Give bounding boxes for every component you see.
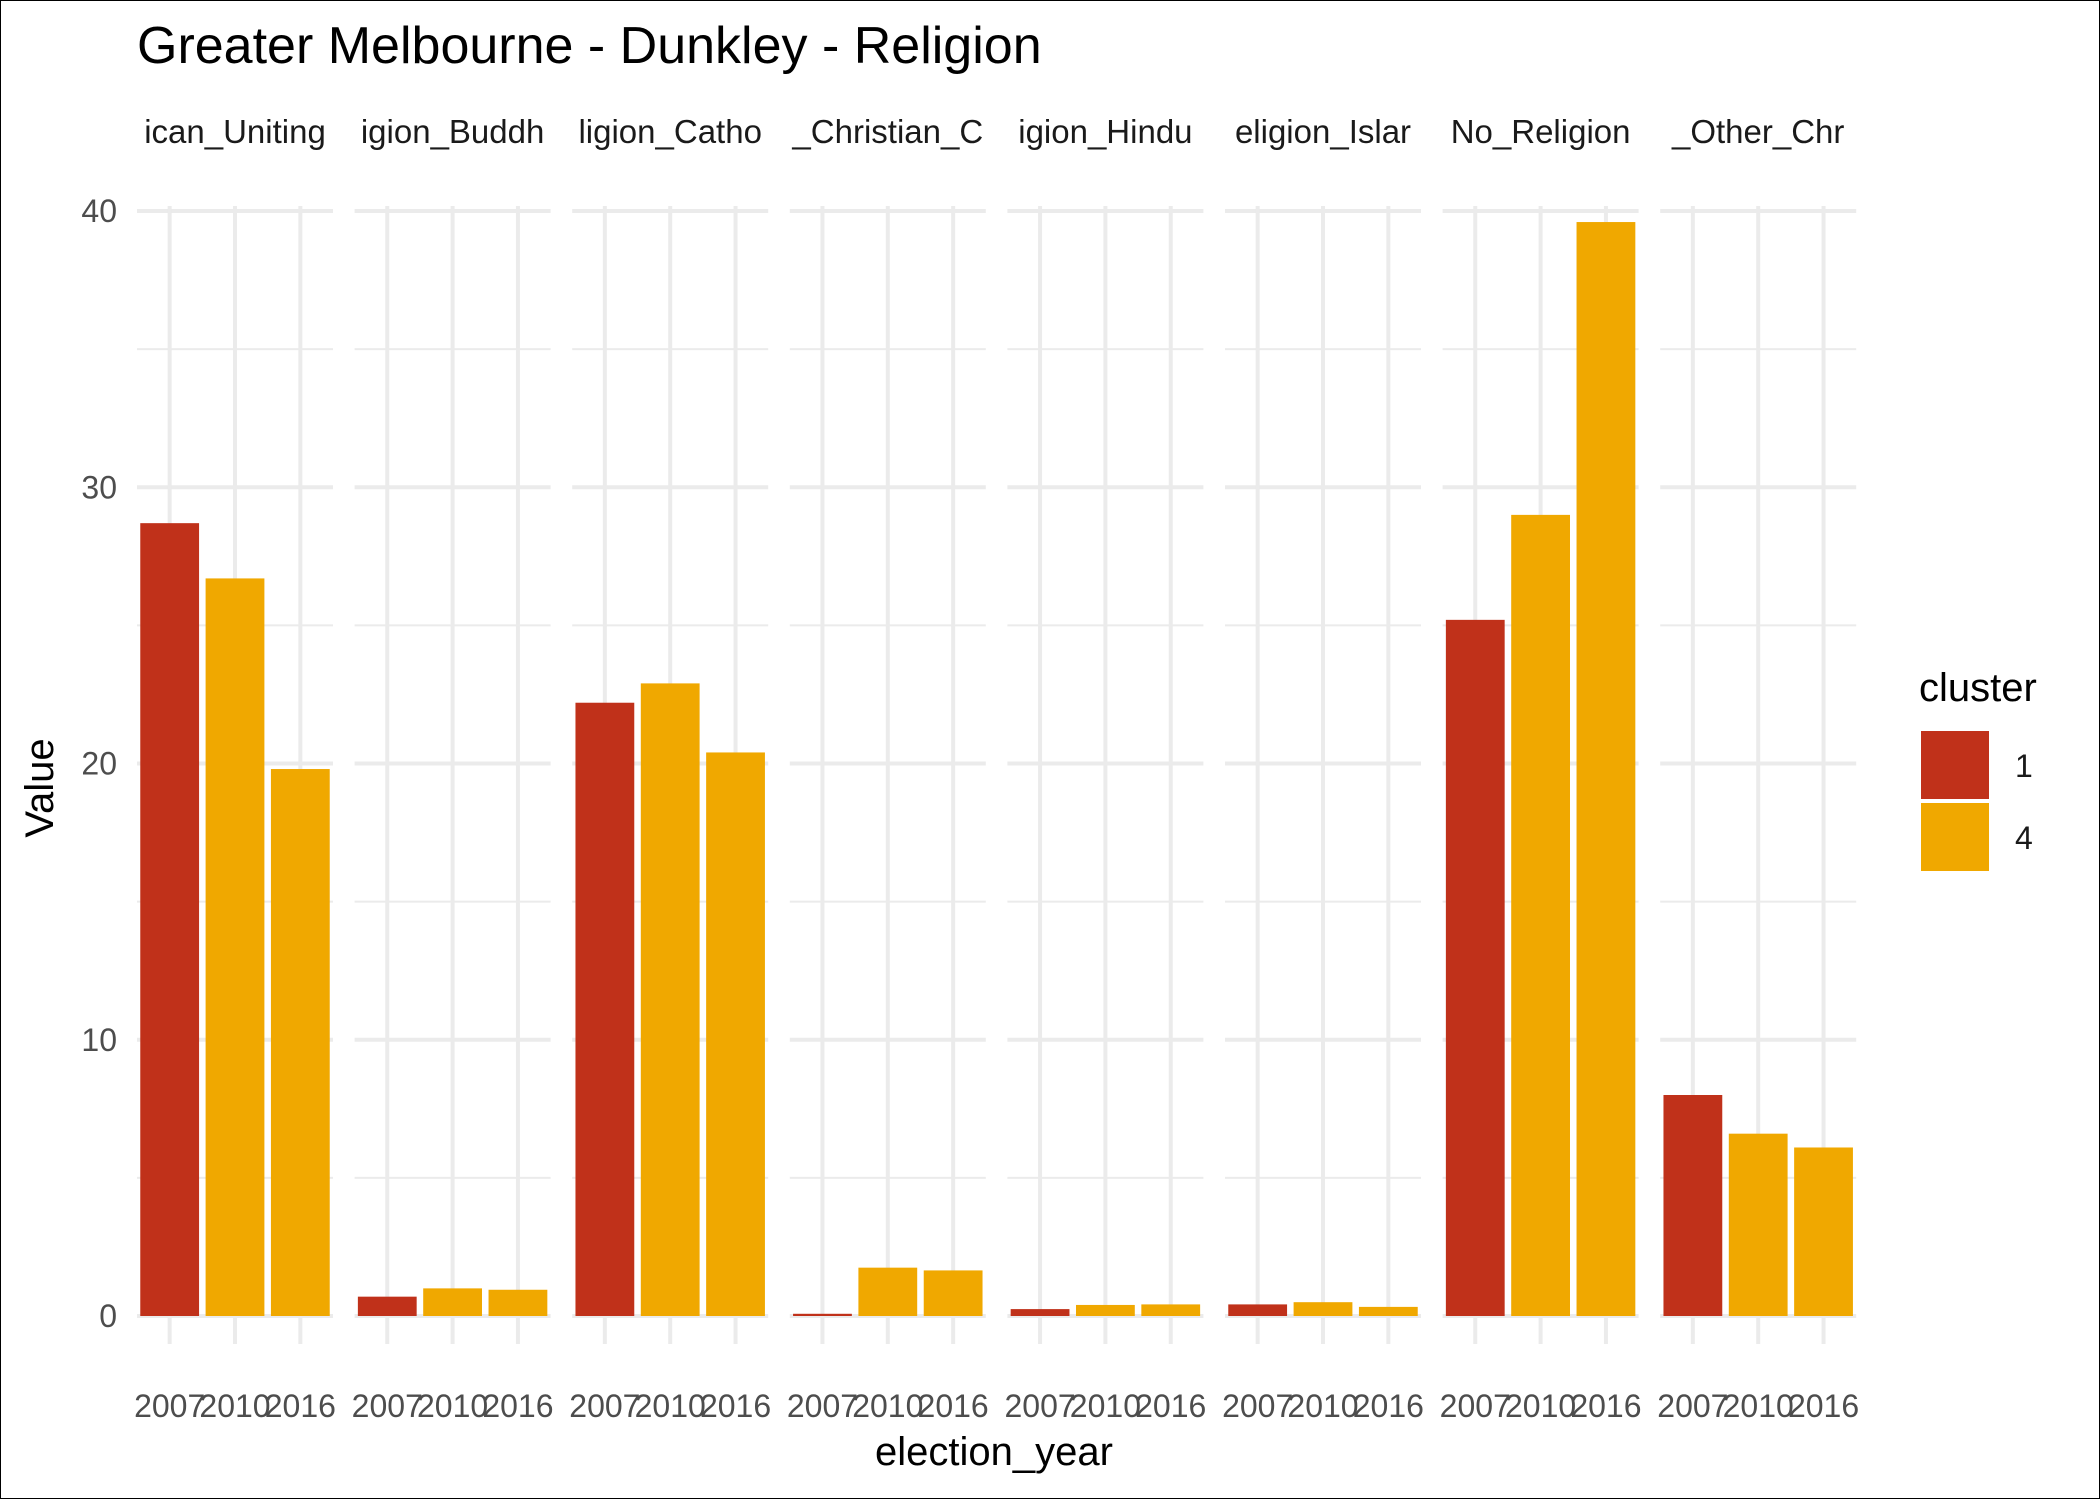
x-tick-label: 2007 bbox=[1440, 1388, 1511, 1424]
facet-strip-label: ligion_Catho bbox=[578, 113, 761, 150]
facet-strip-label: _Christian_C bbox=[791, 113, 983, 150]
x-tick-label: 2007 bbox=[134, 1388, 205, 1424]
bar bbox=[640, 683, 700, 1316]
bar bbox=[1358, 1306, 1418, 1316]
legend-label: 4 bbox=[2015, 820, 2033, 856]
x-tick-label: 2016 bbox=[1788, 1388, 1859, 1424]
x-tick-label: 2010 bbox=[1287, 1388, 1358, 1424]
facet-strip-label: No_Religion bbox=[1451, 113, 1631, 150]
bar bbox=[205, 578, 265, 1316]
x-tick-label: 2016 bbox=[700, 1388, 771, 1424]
legend-title: cluster bbox=[1919, 666, 2037, 710]
bar bbox=[1141, 1304, 1201, 1316]
y-tick-label: 10 bbox=[81, 1022, 117, 1058]
y-axis-title: Value bbox=[18, 738, 62, 837]
x-tick-label: 2007 bbox=[787, 1388, 858, 1424]
bar bbox=[1576, 222, 1636, 1316]
y-tick-label: 40 bbox=[81, 193, 117, 229]
bar bbox=[140, 523, 200, 1316]
chart-title: Greater Melbourne - Dunkley - Religion bbox=[137, 17, 1042, 75]
x-tick-label: 2007 bbox=[352, 1388, 423, 1424]
x-tick-label: 2007 bbox=[1657, 1388, 1728, 1424]
x-tick-label: 2010 bbox=[417, 1388, 488, 1424]
x-tick-label: 2010 bbox=[199, 1388, 270, 1424]
x-tick-label: 2007 bbox=[569, 1388, 640, 1424]
bar bbox=[1445, 619, 1505, 1316]
bar bbox=[270, 769, 330, 1316]
bar bbox=[575, 702, 635, 1316]
bar bbox=[706, 752, 765, 1316]
facet-strip-label: _Other_Chr bbox=[1671, 113, 1844, 150]
legend-key bbox=[1921, 803, 1989, 871]
x-tick-label: 2007 bbox=[1004, 1388, 1075, 1424]
bar bbox=[488, 1289, 548, 1316]
legend-label: 1 bbox=[2015, 748, 2033, 784]
x-tick-label: 2010 bbox=[635, 1388, 706, 1424]
facet-strip-label: eligion_Islar bbox=[1235, 113, 1411, 150]
x-tick-label: 2016 bbox=[1353, 1388, 1424, 1424]
x-axis-title: election_year bbox=[875, 1430, 1113, 1474]
x-tick-label: 2010 bbox=[1505, 1388, 1576, 1424]
plot-area: 010203040ican_Uniting200720102016igion_B… bbox=[81, 113, 1859, 1424]
bar bbox=[1728, 1133, 1788, 1316]
bar bbox=[1293, 1302, 1353, 1316]
bar bbox=[793, 1313, 852, 1316]
facet-strip-label: igion_Hindu bbox=[1018, 113, 1192, 150]
x-tick-label: 2007 bbox=[1222, 1388, 1293, 1424]
bar bbox=[1663, 1095, 1723, 1316]
y-tick-label: 0 bbox=[99, 1298, 117, 1334]
bar bbox=[1794, 1147, 1853, 1316]
bar bbox=[1010, 1309, 1070, 1316]
facet-strip-label: igion_Buddh bbox=[361, 113, 545, 150]
x-tick-label: 2010 bbox=[1070, 1388, 1141, 1424]
bar bbox=[858, 1267, 918, 1316]
facet-strip-label: ican_Uniting bbox=[144, 113, 326, 150]
x-tick-label: 2016 bbox=[265, 1388, 336, 1424]
x-tick-label: 2010 bbox=[852, 1388, 923, 1424]
y-tick-label: 20 bbox=[81, 746, 117, 782]
bar bbox=[1228, 1304, 1288, 1316]
y-tick-label: 30 bbox=[81, 469, 117, 505]
bar bbox=[923, 1270, 983, 1316]
x-tick-label: 2010 bbox=[1723, 1388, 1794, 1424]
bar bbox=[423, 1288, 482, 1316]
x-tick-label: 2016 bbox=[1570, 1388, 1641, 1424]
legend-key bbox=[1921, 731, 1989, 799]
x-tick-label: 2016 bbox=[482, 1388, 553, 1424]
bar bbox=[357, 1296, 417, 1316]
x-tick-label: 2016 bbox=[918, 1388, 989, 1424]
bar bbox=[1511, 514, 1570, 1316]
legend: 14 bbox=[1921, 731, 2033, 871]
x-tick-label: 2016 bbox=[1135, 1388, 1206, 1424]
bar bbox=[1076, 1304, 1135, 1316]
